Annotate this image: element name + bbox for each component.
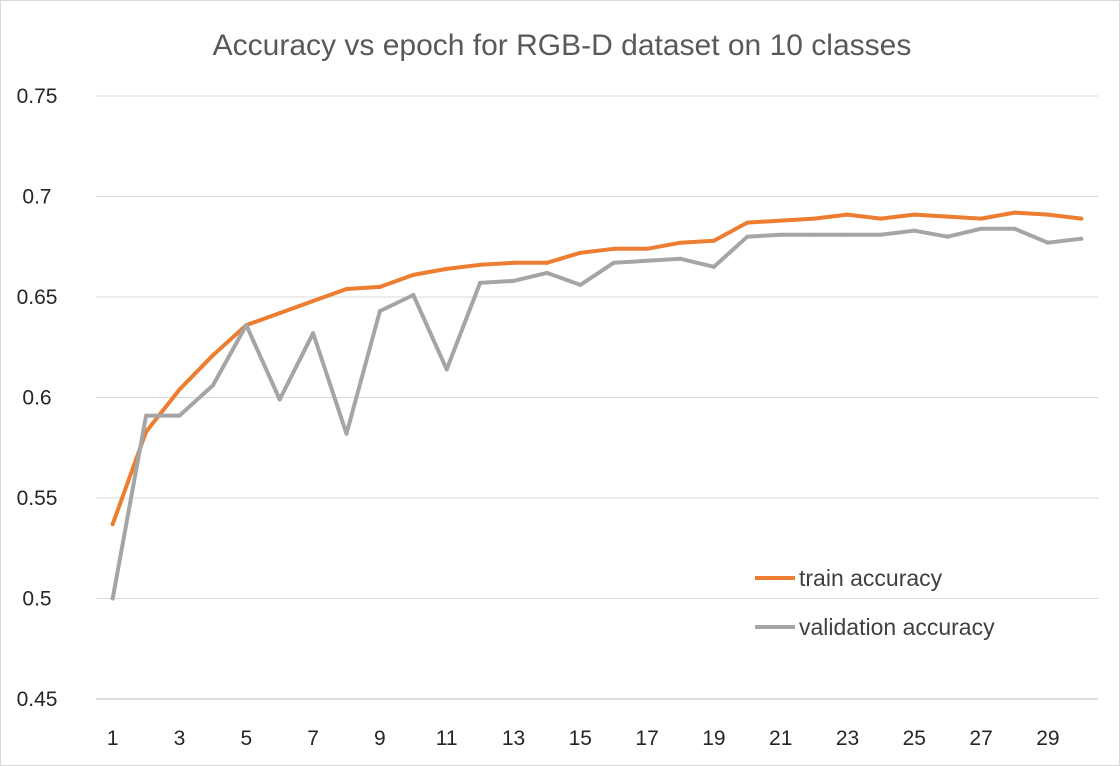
data-point-train-accuracy-16 [611,246,616,251]
x-tick-label-9: 9 [374,727,386,750]
x-tick-label-15: 15 [569,727,592,750]
gridlines [96,95,1098,700]
data-point-validation-accuracy-8 [344,431,349,436]
data-point-train-accuracy-29 [1045,212,1050,217]
x-tick-label-21: 21 [769,727,792,750]
legend-label-validation-accuracy: validation accuracy [799,614,995,640]
y-tick-label-0.55: 0.55 [17,487,58,510]
data-point-validation-accuracy-23 [845,232,850,237]
data-point-train-accuracy-15 [578,250,583,255]
data-point-validation-accuracy-14 [544,270,549,275]
series-line-train-accuracy [110,210,1084,527]
data-point-validation-accuracy-18 [678,256,683,261]
series-lines [110,210,1084,601]
data-point-validation-accuracy-16 [611,260,616,265]
y-tick-label-0.75: 0.75 [17,85,58,108]
x-tick-label-25: 25 [903,727,926,750]
data-point-validation-accuracy-24 [878,232,883,237]
data-point-validation-accuracy-17 [645,258,650,263]
x-tick-label-11: 11 [436,727,458,750]
data-point-validation-accuracy-22 [812,232,817,237]
data-point-train-accuracy-26 [945,214,950,219]
data-point-validation-accuracy-20 [745,234,750,239]
data-point-train-accuracy-7 [311,299,316,304]
data-point-validation-accuracy-13 [511,278,516,283]
data-point-validation-accuracy-21 [778,232,783,237]
data-point-train-accuracy-18 [678,240,683,245]
chart-title: Accuracy vs epoch for RGB-D dataset on 1… [213,29,912,62]
x-tick-label-17: 17 [635,727,658,750]
data-point-train-accuracy-1 [110,522,115,527]
x-tick-label-27: 27 [969,727,992,750]
x-tick-label-3: 3 [174,727,186,750]
data-point-train-accuracy-20 [745,220,750,225]
data-point-train-accuracy-9 [377,284,382,289]
data-point-validation-accuracy-10 [411,292,416,297]
data-point-validation-accuracy-27 [979,226,984,231]
series-line-validation-accuracy [110,226,1084,601]
data-point-validation-accuracy-15 [578,282,583,287]
data-point-train-accuracy-13 [511,260,516,265]
data-point-validation-accuracy-28 [1012,226,1017,231]
data-point-train-accuracy-24 [878,216,883,221]
data-point-train-accuracy-6 [277,311,282,316]
data-point-train-accuracy-22 [812,216,817,221]
data-point-train-accuracy-4 [210,353,215,358]
data-point-validation-accuracy-12 [478,280,483,285]
x-tick-label-19: 19 [702,727,725,750]
data-point-train-accuracy-21 [778,218,783,223]
data-point-train-accuracy-28 [1012,210,1017,215]
x-tick-label-5: 5 [240,727,252,750]
data-point-validation-accuracy-3 [177,413,182,418]
x-tick-label-1: 1 [107,727,119,750]
y-tick-label-0.5: 0.5 [22,588,51,611]
x-tick-label-29: 29 [1036,727,1059,750]
y-axis-tick-labels: 0.45 0.5 0.55 0.6 0.65 0.7 0.75 [17,85,58,711]
data-point-train-accuracy-30 [1079,216,1084,221]
data-point-train-accuracy-27 [979,216,984,221]
data-point-validation-accuracy-29 [1045,240,1050,245]
x-axis-tick-labels: 1 3 5 7 9 11 13 15 17 19 21 23 25 27 29 [107,727,1060,750]
y-tick-label-0.6: 0.6 [22,387,51,410]
legend: train accuracy validation accuracy [755,565,995,640]
y-tick-label-0.65: 0.65 [17,286,58,309]
data-point-validation-accuracy-11 [444,367,449,372]
x-tick-label-7: 7 [307,727,319,750]
data-point-train-accuracy-25 [912,212,917,217]
y-tick-label-0.45: 0.45 [17,688,58,711]
data-point-validation-accuracy-6 [277,397,282,402]
data-point-validation-accuracy-5 [244,323,249,328]
y-tick-label-0.7: 0.7 [22,186,51,209]
data-point-train-accuracy-3 [177,387,182,392]
data-point-validation-accuracy-1 [110,596,115,601]
data-point-validation-accuracy-9 [377,309,382,314]
data-point-validation-accuracy-19 [711,264,716,269]
legend-label-train-accuracy: train accuracy [799,565,943,591]
x-tick-label-13: 13 [502,727,525,750]
x-tick-label-23: 23 [836,727,859,750]
data-point-train-accuracy-17 [645,246,650,251]
data-point-train-accuracy-8 [344,286,349,291]
data-point-train-accuracy-11 [444,266,449,271]
data-point-train-accuracy-10 [411,272,416,277]
data-point-validation-accuracy-4 [210,383,215,388]
data-point-train-accuracy-12 [478,262,483,267]
data-point-validation-accuracy-25 [912,228,917,233]
data-point-train-accuracy-14 [544,260,549,265]
data-point-validation-accuracy-26 [945,234,950,239]
data-point-train-accuracy-19 [711,238,716,243]
data-point-train-accuracy-23 [845,212,850,217]
data-point-validation-accuracy-7 [311,331,316,336]
data-point-validation-accuracy-30 [1079,236,1084,241]
data-point-validation-accuracy-2 [144,413,149,418]
